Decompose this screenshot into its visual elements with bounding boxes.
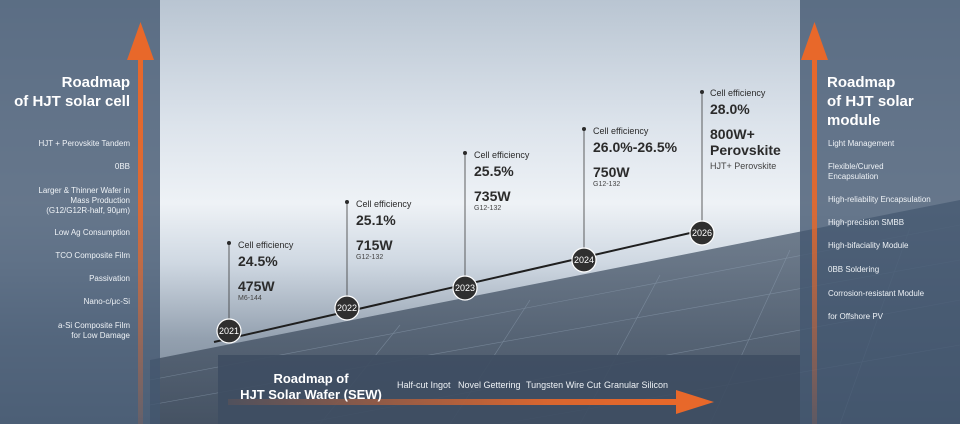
cell-roadmap-arrow xyxy=(127,22,154,424)
cell-item: HJT + Perovskite Tandem xyxy=(38,139,130,148)
cell-item: 0BB xyxy=(114,162,130,171)
year-labels: 2021 2022 2023 2024 2026 xyxy=(219,228,712,336)
power-value: 475W xyxy=(238,278,275,294)
module-item: 0BB Soldering xyxy=(828,265,880,274)
sew-roadmap-box xyxy=(218,355,800,424)
node-2021 xyxy=(216,318,242,344)
cell-efficiency-label: Cell efficiency xyxy=(710,88,766,98)
module-item: Flexible/Curved xyxy=(828,162,884,171)
connector-dots xyxy=(227,90,704,245)
milestone-2021: Cell efficiency 24.5% 475W M6-144 xyxy=(238,240,293,303)
sew-item: Novel Gettering xyxy=(458,380,521,390)
module-item: for Offshore PV xyxy=(828,312,883,321)
dot-2026 xyxy=(700,90,704,94)
dot-2021 xyxy=(227,241,231,245)
cell-title-line2: of HJT solar cell xyxy=(14,93,130,110)
node-2023 xyxy=(452,275,478,301)
year-2022: 2022 xyxy=(337,303,357,313)
wafer-format: G12-132 xyxy=(593,181,621,188)
technology-note: HJT+ Perovskite xyxy=(710,161,777,171)
milestone-2023: Cell efficiency 25.5% 735W G12-132 xyxy=(474,150,529,213)
cell-item: for Low Damage xyxy=(71,331,130,340)
module-item: Corrosion-resistant Module xyxy=(828,289,925,298)
node-2024 xyxy=(571,247,597,273)
sew-item: Half-cut Ingot xyxy=(397,380,451,390)
year-2026: 2026 xyxy=(692,228,712,238)
right-panel xyxy=(800,0,960,424)
cell-item: a-Si Composite Film xyxy=(57,321,130,330)
sew-title-line1: Roadmap of xyxy=(273,371,349,386)
cell-efficiency-label: Cell efficiency xyxy=(356,199,412,209)
efficiency-value: 25.1% xyxy=(356,212,396,228)
module-title-line2: of HJT solar module xyxy=(827,93,914,129)
node-2026 xyxy=(689,220,715,246)
dot-2023 xyxy=(463,151,467,155)
cell-item: Mass Production xyxy=(70,196,130,205)
module-title-line1: Roadmap xyxy=(827,74,896,91)
module-item: Encapsulation xyxy=(828,172,879,181)
sew-roadmap-arrow xyxy=(228,390,714,414)
cell-item: (G12/G12R-half, 90μm) xyxy=(46,206,130,215)
power-value-line1: 800W+ xyxy=(710,126,755,142)
module-item: High-precision SMBB xyxy=(828,218,905,227)
wafer-format: G12-132 xyxy=(474,205,502,212)
cell-efficiency-label: Cell efficiency xyxy=(474,150,530,160)
efficiency-value: 26.0%-26.5% xyxy=(593,139,678,155)
year-2024: 2024 xyxy=(574,255,594,265)
left-panel xyxy=(0,0,160,424)
cell-roadmap-title: Roadmap of HJT solar cell xyxy=(10,73,130,111)
cell-item: Larger & Thinner Wafer in xyxy=(38,186,130,195)
year-2023: 2023 xyxy=(455,283,475,293)
cell-item: Nano-c/μc-Si xyxy=(83,297,130,306)
cell-title-line1: Roadmap xyxy=(61,74,130,91)
efficiency-value: 28.0% xyxy=(710,101,750,117)
cell-efficiency-label: Cell efficiency xyxy=(238,240,294,250)
milestone-2026: Cell efficiency 28.0% 800W+ Perovskite H… xyxy=(710,88,781,172)
wafer-format: G12-132 xyxy=(356,254,384,261)
efficiency-value: 24.5% xyxy=(238,253,278,269)
year-nodes xyxy=(216,220,715,344)
module-item: Light Management xyxy=(828,139,895,148)
milestone-connectors xyxy=(228,92,703,331)
cell-item: TCO Composite Film xyxy=(55,251,130,260)
module-roadmap-arrow xyxy=(801,22,828,424)
wafer-format: M6-144 xyxy=(238,295,262,302)
efficiency-value: 25.5% xyxy=(474,163,514,179)
sew-item: Granular Silicon xyxy=(604,380,669,390)
sew-title-line2: HJT Solar Wafer (SEW) xyxy=(240,387,382,402)
node-2022 xyxy=(334,295,360,321)
milestone-2022: Cell efficiency 25.1% 715W G12-132 xyxy=(356,199,411,262)
power-value: 735W xyxy=(474,188,511,204)
cell-item: Low Ag Consumption xyxy=(54,228,130,237)
power-value: 715W xyxy=(356,237,393,253)
cell-efficiency-label: Cell efficiency xyxy=(593,126,649,136)
power-value-line2: Perovskite xyxy=(710,142,781,158)
module-item: High-bifaciality Module xyxy=(828,241,909,250)
dot-2022 xyxy=(345,200,349,204)
sew-item: Tungsten Wire Cut xyxy=(526,380,601,390)
year-2021: 2021 xyxy=(219,326,239,336)
module-roadmap-title: Roadmap of HJT solar module xyxy=(827,73,957,130)
milestone-2024: Cell efficiency 26.0%-26.5% 750W G12-132 xyxy=(593,126,677,189)
module-item: High-reliability Encapsulation xyxy=(828,195,931,204)
power-value: 750W xyxy=(593,164,630,180)
cell-item: Passivation xyxy=(89,274,130,283)
dot-2024 xyxy=(582,127,586,131)
